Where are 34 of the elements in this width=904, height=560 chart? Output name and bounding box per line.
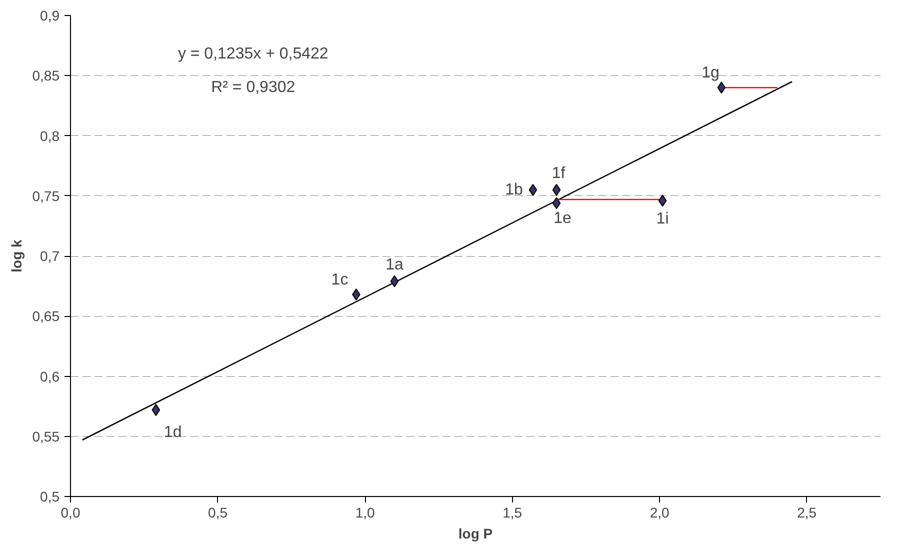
annotation: R² = 0,9302: [211, 79, 296, 96]
y-tick-label: 0,7: [40, 248, 60, 264]
point: [528, 184, 538, 196]
annotation: 1f: [552, 164, 566, 182]
x-tick-label: 0,5: [208, 504, 228, 520]
x-tick-label: 1,0: [355, 504, 375, 520]
annotation: 1e: [554, 210, 572, 228]
annotation: 1i: [656, 210, 669, 228]
y-tick-label: 0,85: [32, 68, 60, 84]
point: [552, 184, 561, 196]
annotation: 1b: [505, 181, 524, 198]
point: [717, 82, 726, 94]
y-tick-label: 0,9: [40, 8, 60, 24]
point: [152, 404, 160, 416]
point: [658, 194, 667, 207]
annotation: 1g: [702, 64, 720, 82]
y-tick-label: 0,8: [40, 128, 60, 144]
y-tick-label: 0,6: [40, 368, 60, 384]
point: [552, 197, 561, 210]
annotation: y = 0,1235x + 0,5422: [178, 45, 328, 62]
x-tick-label: 1,5: [502, 504, 522, 520]
y-tick-label: 0,55: [32, 428, 60, 444]
annotation: 1a: [386, 256, 404, 274]
x-tick-label: 2,5: [797, 504, 817, 520]
annotation: 1d: [164, 424, 182, 441]
y-tick-label: 0,65: [32, 308, 60, 324]
annotation: 1c: [331, 271, 348, 288]
x-tick-label: 0,0: [60, 504, 80, 520]
y-tick-label: 0,5: [40, 488, 60, 504]
x-axis-title: log P: [458, 526, 493, 542]
x-tick-label: 2,0: [650, 504, 670, 520]
point: [390, 275, 399, 288]
y-axis-title: log k: [8, 239, 24, 272]
y-tick-label: 0,75: [32, 188, 60, 204]
